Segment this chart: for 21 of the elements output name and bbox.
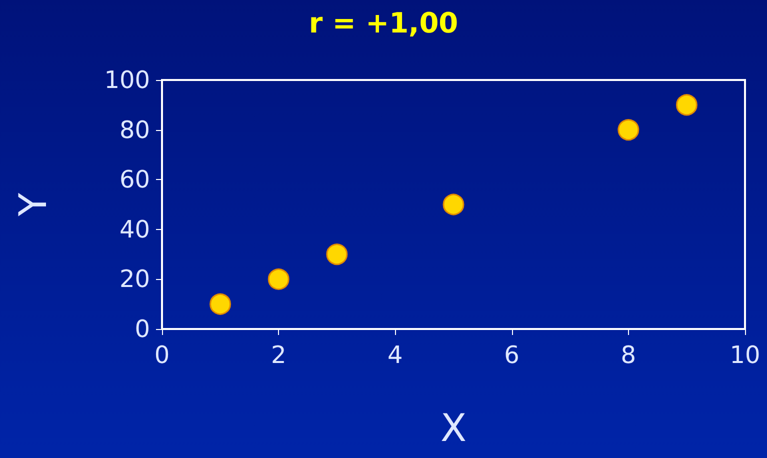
y-tick-label: 100 — [104, 66, 150, 94]
y-tick-label: 80 — [119, 116, 150, 144]
y-axis-title: Y — [11, 192, 55, 218]
point — [268, 268, 290, 290]
point — [326, 244, 348, 266]
x-axis-title: X — [440, 406, 467, 450]
point — [618, 119, 640, 141]
x-tick-label: 6 — [504, 341, 520, 369]
x-tick-label: 4 — [388, 341, 403, 369]
y-tick-label: 0 — [134, 315, 150, 343]
point — [442, 194, 464, 216]
x-tick-label: 2 — [270, 341, 286, 369]
y-tick-label: 20 — [119, 265, 150, 294]
point — [676, 94, 698, 116]
x-tick-label: 8 — [620, 341, 636, 369]
point — [210, 293, 232, 315]
chart-title: r = +1,00 — [308, 6, 458, 40]
y-tick-label: 60 — [119, 166, 150, 194]
x-tick-label: 0 — [154, 341, 170, 369]
y-tick-label: 40 — [119, 215, 150, 244]
x-tick-label: 10 — [730, 341, 760, 369]
